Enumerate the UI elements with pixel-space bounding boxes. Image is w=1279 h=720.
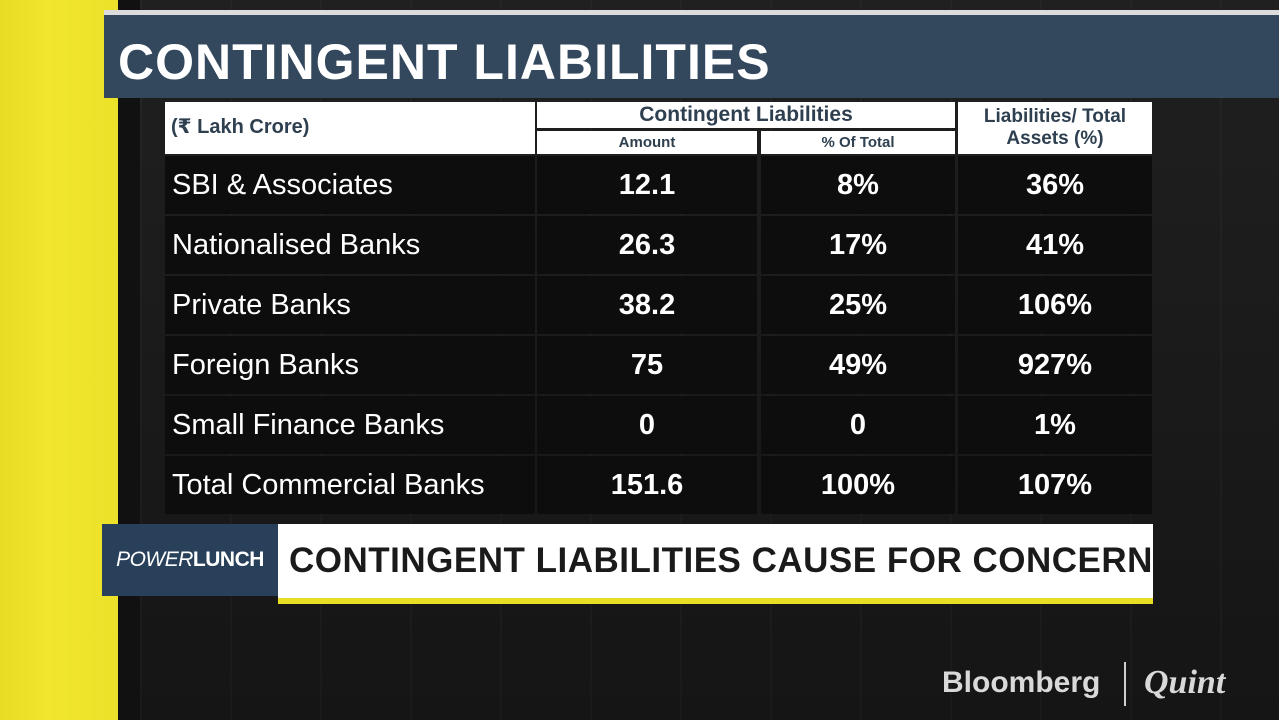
ratio-header: Liabilities/ Total Assets (%) (958, 102, 1152, 154)
lower-third-ticker: POWERLUNCH CONTINGENT LIABILITIES CAUSE … (102, 524, 1153, 604)
table-row: Foreign Banks 75 49% 927% (165, 336, 1152, 396)
amount-cell: 26.3 (537, 216, 757, 274)
side-bar-shadow (118, 0, 140, 720)
ticker-underline (278, 598, 1153, 604)
bank-name: Small Finance Banks (165, 396, 535, 454)
ratio-cell: 1% (958, 396, 1152, 454)
pct-cell: 25% (761, 276, 955, 334)
amount-cell: 12.1 (537, 156, 757, 214)
pct-cell: 17% (761, 216, 955, 274)
amount-cell: 75 (537, 336, 757, 394)
ratio-cell: 107% (958, 456, 1152, 514)
show-logo-part1: POWER (116, 548, 193, 571)
table-row: SBI & Associates 12.1 8% 36% (165, 156, 1152, 216)
bank-name: SBI & Associates (165, 156, 535, 214)
amount-header: Amount (537, 131, 757, 154)
group-header: Contingent Liabilities (537, 102, 955, 128)
pct-cell: 0 (761, 396, 955, 454)
amount-cell: 38.2 (537, 276, 757, 334)
pct-cell: 49% (761, 336, 955, 394)
brand-name-2: Quint (1144, 664, 1226, 701)
unit-header: (₹ Lakh Crore) (165, 102, 535, 154)
liabilities-table: (₹ Lakh Crore) Contingent Liabilities Am… (165, 102, 1152, 516)
yellow-side-bar (0, 0, 118, 720)
bank-name: Nationalised Banks (165, 216, 535, 274)
bank-name: Foreign Banks (165, 336, 535, 394)
table-body: SBI & Associates 12.1 8% 36% Nationalise… (165, 156, 1152, 516)
ratio-cell: 106% (958, 276, 1152, 334)
amount-cell: 151.6 (537, 456, 757, 514)
table-row: Nationalised Banks 26.3 17% 41% (165, 216, 1152, 276)
pct-cell: 100% (761, 456, 955, 514)
ratio-cell: 41% (958, 216, 1152, 274)
show-logo-part2: LUNCH (192, 548, 265, 571)
table-row: Total Commercial Banks 151.6 100% 107% (165, 456, 1152, 516)
bank-name: Total Commercial Banks (165, 456, 535, 514)
show-logo: POWERLUNCH (102, 524, 278, 596)
table-header: (₹ Lakh Crore) Contingent Liabilities Am… (165, 102, 1152, 154)
ratio-cell: 927% (958, 336, 1152, 394)
ticker-headline: CONTINGENT LIABILITIES CAUSE FOR CONCERN (278, 524, 1153, 598)
brand-separator (1124, 662, 1126, 706)
amount-cell: 0 (537, 396, 757, 454)
table-row: Private Banks 38.2 25% 106% (165, 276, 1152, 336)
pct-header: % Of Total (761, 131, 955, 154)
page-title: CONTINGENT LIABILITIES (118, 34, 771, 90)
pct-cell: 8% (761, 156, 955, 214)
brand-name-1: Bloomberg (942, 666, 1101, 699)
table-row: Small Finance Banks 0 0 1% (165, 396, 1152, 456)
ratio-cell: 36% (958, 156, 1152, 214)
title-bar: CONTINGENT LIABILITIES (104, 10, 1279, 98)
bank-name: Private Banks (165, 276, 535, 334)
